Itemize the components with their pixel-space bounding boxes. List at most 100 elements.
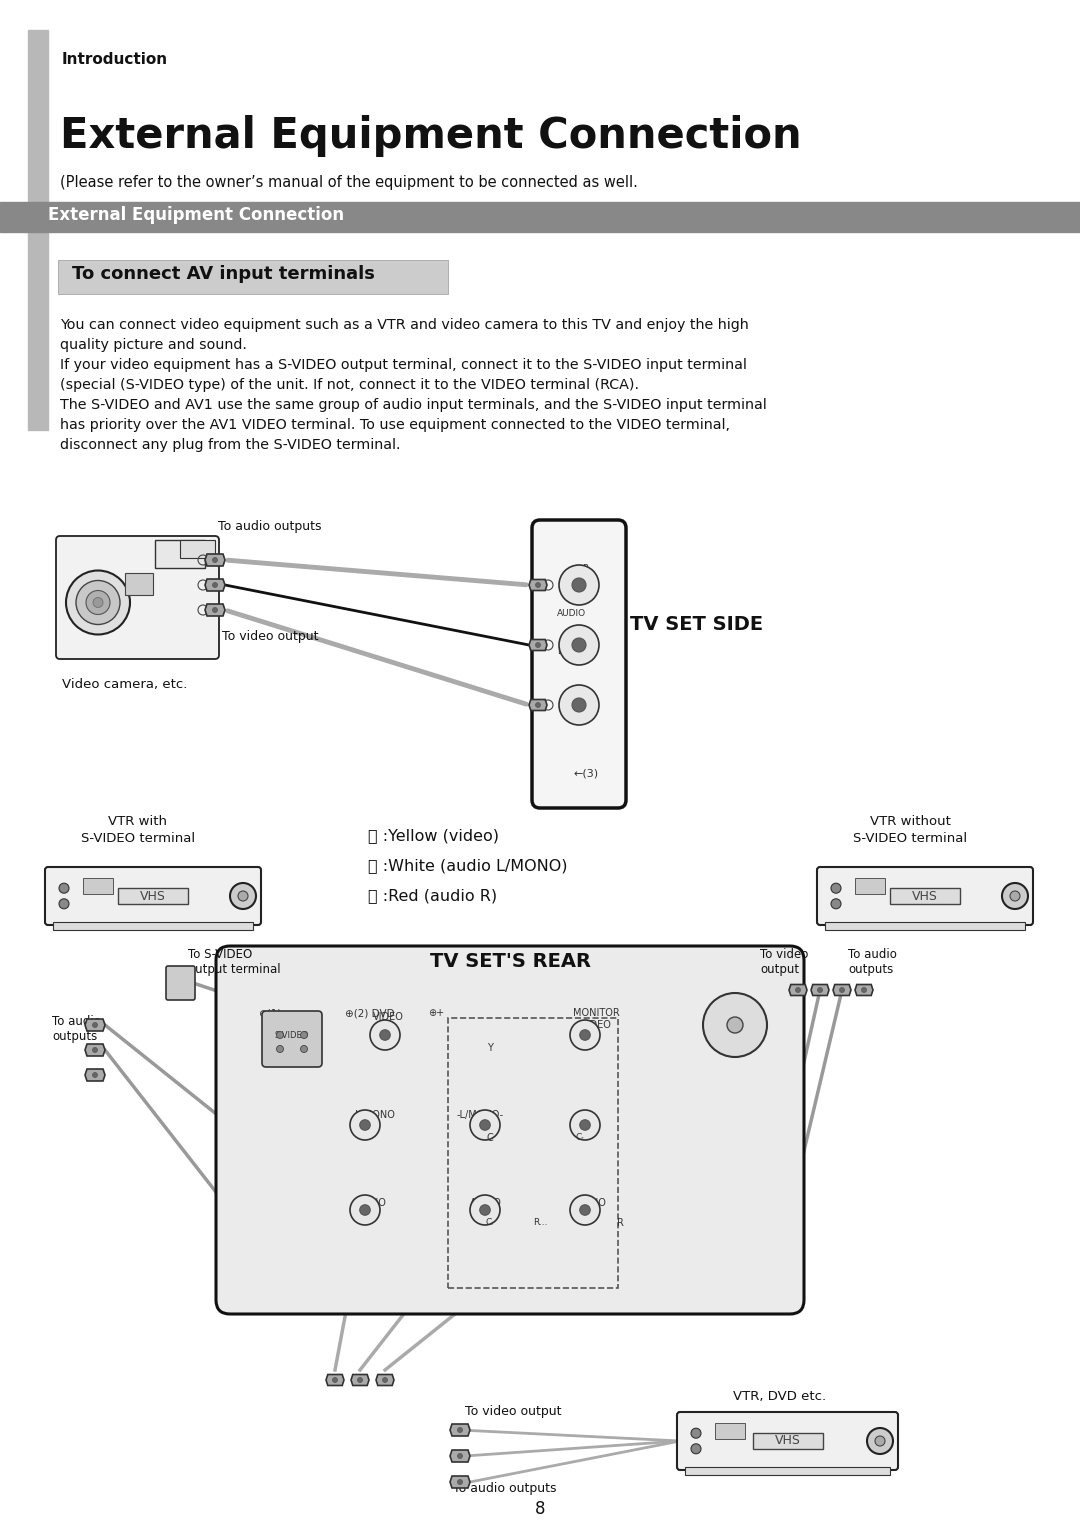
Text: To video: To video [760, 948, 808, 960]
Text: AUDIO: AUDIO [575, 1199, 607, 1208]
Text: The S-VIDEO and AV1 use the same group of audio input terminals, and the S-VIDEO: The S-VIDEO and AV1 use the same group o… [60, 399, 767, 412]
Circle shape [480, 1119, 490, 1130]
Text: VTR with: VTR with [108, 815, 167, 828]
Text: To video output: To video output [465, 1405, 562, 1419]
Circle shape [572, 698, 586, 712]
Text: MONITOR: MONITOR [573, 1008, 620, 1019]
Polygon shape [376, 1374, 394, 1385]
Circle shape [458, 1428, 462, 1432]
Text: output: output [760, 964, 799, 976]
Text: AUDIO: AUDIO [470, 1199, 502, 1208]
Circle shape [536, 702, 540, 707]
Circle shape [875, 1435, 885, 1446]
Text: To audio outputs: To audio outputs [453, 1483, 556, 1495]
Text: External Equipment Connection: External Equipment Connection [60, 115, 801, 157]
Circle shape [536, 643, 540, 647]
Text: If your video equipment has a S-VIDEO output terminal, connect it to the S-VIDEO: If your video equipment has a S-VIDEO ou… [60, 357, 747, 373]
Polygon shape [205, 605, 225, 615]
Text: VIDEO: VIDEO [373, 1012, 404, 1022]
FancyBboxPatch shape [58, 260, 448, 295]
FancyBboxPatch shape [45, 867, 261, 925]
Circle shape [458, 1480, 462, 1484]
Text: R: R [617, 1219, 623, 1228]
Text: L/MONO: L/MONO [355, 1110, 395, 1119]
Text: S-VIDEO: S-VIDEO [274, 1031, 309, 1040]
Circle shape [862, 988, 866, 993]
FancyBboxPatch shape [262, 1011, 322, 1067]
Text: TV SET'S REAR: TV SET'S REAR [430, 951, 591, 971]
Circle shape [350, 1110, 380, 1141]
FancyBboxPatch shape [56, 536, 219, 660]
Circle shape [93, 1048, 97, 1052]
Circle shape [572, 638, 586, 652]
Bar [83, 878, 113, 893]
Circle shape [691, 1445, 701, 1454]
Circle shape [300, 1046, 308, 1052]
Text: ⊕(1): ⊕(1) [258, 1008, 282, 1019]
Circle shape [1002, 883, 1028, 909]
Text: S-VIDEO terminal: S-VIDEO terminal [81, 832, 195, 844]
Polygon shape [811, 985, 829, 996]
Text: Cᵣ: Cᵣ [576, 1133, 584, 1142]
Polygon shape [351, 1374, 369, 1385]
Text: R: R [582, 563, 589, 573]
Circle shape [572, 579, 586, 592]
Circle shape [238, 890, 248, 901]
Polygon shape [450, 1451, 470, 1461]
Circle shape [580, 1119, 591, 1130]
Circle shape [480, 1205, 490, 1215]
Text: Ⓦ :White (audio L/MONO): Ⓦ :White (audio L/MONO) [368, 858, 567, 873]
Text: To audio: To audio [848, 948, 896, 960]
Text: output terminal: output terminal [188, 964, 281, 976]
Text: To video output: To video output [222, 631, 319, 643]
Bar [156, 541, 205, 568]
Text: AUDIO: AUDIO [557, 609, 586, 618]
Polygon shape [85, 1044, 105, 1057]
Text: VIDEO: VIDEO [581, 1020, 612, 1031]
Circle shape [831, 899, 841, 909]
Circle shape [276, 1032, 283, 1038]
Text: Cᵣ: Cᵣ [486, 1219, 495, 1228]
Circle shape [867, 1428, 893, 1454]
FancyBboxPatch shape [166, 967, 195, 1000]
Text: VHS: VHS [774, 1434, 800, 1448]
Polygon shape [529, 640, 546, 651]
Circle shape [213, 582, 217, 588]
Text: (special (S-VIDEO type) of the unit. If not, connect it to the VIDEO terminal (R: (special (S-VIDEO type) of the unit. If … [60, 379, 639, 392]
Text: ⊕(2) DVD: ⊕(2) DVD [345, 1008, 394, 1019]
Circle shape [86, 591, 110, 614]
Text: To audio: To audio [52, 1015, 100, 1028]
Polygon shape [529, 580, 546, 591]
Circle shape [382, 1377, 388, 1382]
Circle shape [93, 1072, 97, 1078]
Circle shape [580, 1029, 591, 1040]
Text: VHS: VHS [140, 890, 166, 902]
Polygon shape [85, 1019, 105, 1031]
Circle shape [380, 1029, 390, 1040]
Text: outputs: outputs [848, 964, 893, 976]
Text: L/MONO: L/MONO [557, 647, 594, 657]
Text: Ⓡ :Red (audio R): Ⓡ :Red (audio R) [368, 889, 497, 902]
FancyBboxPatch shape [816, 867, 1032, 925]
Text: To S-VIDEO: To S-VIDEO [188, 948, 253, 960]
Bar [53, 922, 253, 930]
Bar [448, 1019, 618, 1287]
Polygon shape [326, 1374, 345, 1385]
Circle shape [1010, 890, 1020, 901]
Circle shape [357, 1377, 363, 1382]
FancyBboxPatch shape [216, 947, 804, 1315]
Circle shape [370, 1020, 400, 1051]
Bar [855, 878, 885, 893]
Circle shape [796, 988, 800, 993]
Text: R...: R... [532, 1219, 548, 1228]
Circle shape [559, 686, 599, 725]
Circle shape [93, 597, 103, 608]
Circle shape [276, 1046, 283, 1052]
Bar [715, 1423, 745, 1438]
Text: VHS: VHS [913, 890, 937, 902]
Bar [0, 202, 1080, 232]
Polygon shape [450, 1477, 470, 1487]
Circle shape [360, 1205, 370, 1215]
Text: TV SET SIDE: TV SET SIDE [630, 615, 764, 634]
Circle shape [213, 608, 217, 612]
